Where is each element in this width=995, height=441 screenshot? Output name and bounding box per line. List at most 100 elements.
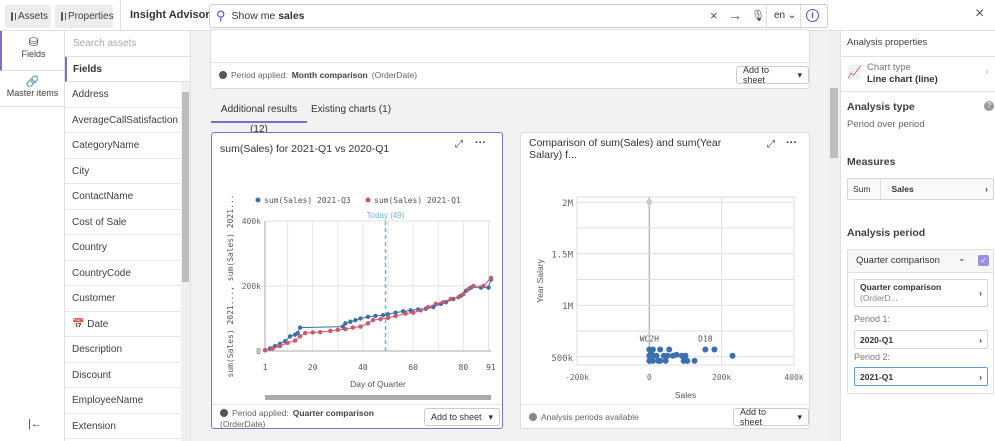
analysis-periods-text: Analysis periods available: [529, 412, 639, 422]
data-point: [297, 325, 303, 330]
info-icon[interactable]: i: [806, 9, 819, 22]
y-tick-label: 200k: [242, 282, 261, 291]
clear-search-icon[interactable]: ×: [710, 8, 718, 23]
field-item[interactable]: Discount: [65, 363, 181, 388]
analysis-type-title: Analysis type: [847, 101, 915, 113]
data-point: [393, 313, 398, 319]
checkbox[interactable]: ✓: [978, 255, 989, 266]
data-point: [649, 357, 656, 364]
field-item[interactable]: Extension: [65, 414, 181, 439]
period2-select[interactable]: 2021-Q1 ›: [854, 367, 988, 386]
search-input[interactable]: Show me sales: [231, 10, 305, 22]
language-select[interactable]: en ⌄: [774, 10, 797, 21]
legend-label: sum(Sales) 2021-Q3: [264, 196, 351, 205]
data-point: [662, 357, 669, 364]
rail-item-fields[interactable]: ⛁ Fields: [0, 31, 65, 71]
caret-down-icon: ▾: [488, 411, 494, 422]
analysis-period-title: Analysis period: [847, 227, 926, 239]
expand-icon[interactable]: ⤢: [767, 139, 775, 150]
field-item[interactable]: Country: [65, 235, 181, 261]
app-title: Insight Advisor: [130, 9, 210, 21]
collapse-panel-icon[interactable]: |←: [28, 418, 42, 430]
assets-panel: Search assets Fields Address AverageCallS…: [65, 31, 191, 441]
close-icon[interactable]: ×: [975, 5, 985, 22]
data-point: [292, 338, 298, 343]
analysis-type-value: Period over period: [847, 119, 925, 130]
properties-toggle-button[interactable]: Properties: [55, 5, 114, 28]
search-bar[interactable]: ⚲ Show me sales × → 🎙 en ⌄ i: [209, 4, 828, 28]
assets-scrollbar[interactable]: [181, 82, 190, 441]
measure-item[interactable]: Sum Sales ›: [847, 178, 994, 200]
main-scrollbar[interactable]: [828, 31, 840, 441]
field-item[interactable]: 📅 Date: [65, 312, 181, 337]
data-point: [287, 334, 293, 339]
field-item[interactable]: EmployeeName: [65, 388, 181, 414]
microphone-icon[interactable]: 🎙: [751, 10, 765, 22]
more-options-icon[interactable]: ···: [786, 137, 797, 149]
x-axis-title: Day of Quarter: [350, 379, 406, 389]
data-point: [373, 313, 378, 319]
data-point: [295, 330, 300, 336]
assets-label: Assets: [18, 11, 49, 22]
data-point: [461, 291, 466, 297]
field-item[interactable]: Description: [65, 337, 181, 363]
analysis-period-box: Quarter comparison ⌄ ✓ Quarter compariso…: [847, 249, 994, 394]
data-point: [433, 301, 438, 307]
expand-icon[interactable]: ⤢: [455, 139, 463, 150]
y-axis-title: sum(Sales) 2021..., sum(Sales) 2021...: [226, 194, 235, 377]
field-item[interactable]: CategoryName: [65, 133, 181, 159]
search-icon: ⚲: [216, 8, 226, 23]
tab-existing-charts[interactable]: Existing charts (1): [311, 104, 392, 115]
field-item[interactable]: City: [65, 159, 181, 184]
x-tick-label: 40: [358, 363, 368, 372]
data-point: [310, 330, 315, 335]
line-chart: 0 200k 400k 1 20 40 60 80 91 Today (49) sum(Sales)…: [226, 194, 496, 400]
data-point: [410, 310, 416, 315]
field-item[interactable]: Cost of Sale: [65, 210, 181, 235]
chart-type-label: Chart type: [867, 62, 911, 73]
data-point: [657, 346, 664, 353]
y-tick-label: 1.5M: [551, 251, 573, 261]
search-assets-input[interactable]: Search assets: [65, 31, 190, 57]
caret-down-icon: ▾: [797, 411, 802, 422]
series-line: [264, 279, 492, 351]
more-options-icon[interactable]: ···: [475, 137, 486, 149]
data-point: [648, 349, 655, 356]
y-tick-label: 2M: [562, 199, 573, 209]
top-result-card: Period applied: Month comparison (OrderDat…: [210, 29, 810, 89]
x-tick-label: 60: [408, 363, 418, 372]
help-icon[interactable]: ?: [984, 101, 994, 111]
tab-additional-results[interactable]: Additional results (12): [211, 100, 307, 135]
add-to-sheet-button[interactable]: Add to sheet ▾: [733, 407, 809, 427]
database-icon: ⛁: [28, 35, 39, 49]
field-item[interactable]: Address: [65, 82, 181, 108]
analysis-properties-header: Analysis properties: [841, 31, 995, 57]
add-to-sheet-button[interactable]: Add to sheet ▾: [424, 408, 501, 426]
chart-card-2[interactable]: Comparison of sum(Sales) and sum(Year Sa…: [520, 132, 810, 429]
rail-item-master-items[interactable]: 🔗 Master items: [0, 71, 65, 107]
field-item[interactable]: CountryCode: [65, 261, 181, 286]
field-item[interactable]: AverageCallSatisfaction: [65, 108, 181, 133]
chevron-right-icon: ›: [985, 184, 988, 194]
submit-arrow-icon[interactable]: →: [728, 7, 742, 23]
period-detail-button[interactable]: Quarter comparison (OrderD... ›: [854, 279, 988, 307]
data-point: [729, 352, 736, 359]
assets-toggle-button[interactable]: Assets: [5, 5, 51, 28]
data-point: [664, 352, 671, 359]
data-point: [350, 325, 356, 330]
chart-type-selector[interactable]: 📈 Chart type Line chart (line) ›: [841, 57, 995, 92]
y-axis-title: Year Salary: [535, 258, 545, 302]
data-point: [285, 340, 290, 346]
chart-card-1[interactable]: sum(Sales) for 2021-Q1 vs 2020-Q1 ⤢ ··· …: [211, 132, 503, 429]
field-item[interactable]: ContactName: [65, 184, 181, 210]
data-point: [691, 357, 698, 364]
rail-master-items-label: Master items: [6, 88, 59, 98]
field-item[interactable]: Customer: [65, 286, 181, 312]
left-rail: ⛁ Fields 🔗 Master items |←: [0, 31, 65, 441]
data-point: [657, 357, 664, 364]
period-type-select[interactable]: Quarter comparison ⌄ ✓: [848, 250, 993, 273]
x-tick-label: 91: [486, 363, 496, 372]
add-to-sheet-button[interactable]: Add to sheet ▾: [736, 65, 809, 85]
period1-select[interactable]: 2020-Q1 ›: [854, 330, 988, 349]
period1-label: Period 1:: [854, 314, 891, 324]
